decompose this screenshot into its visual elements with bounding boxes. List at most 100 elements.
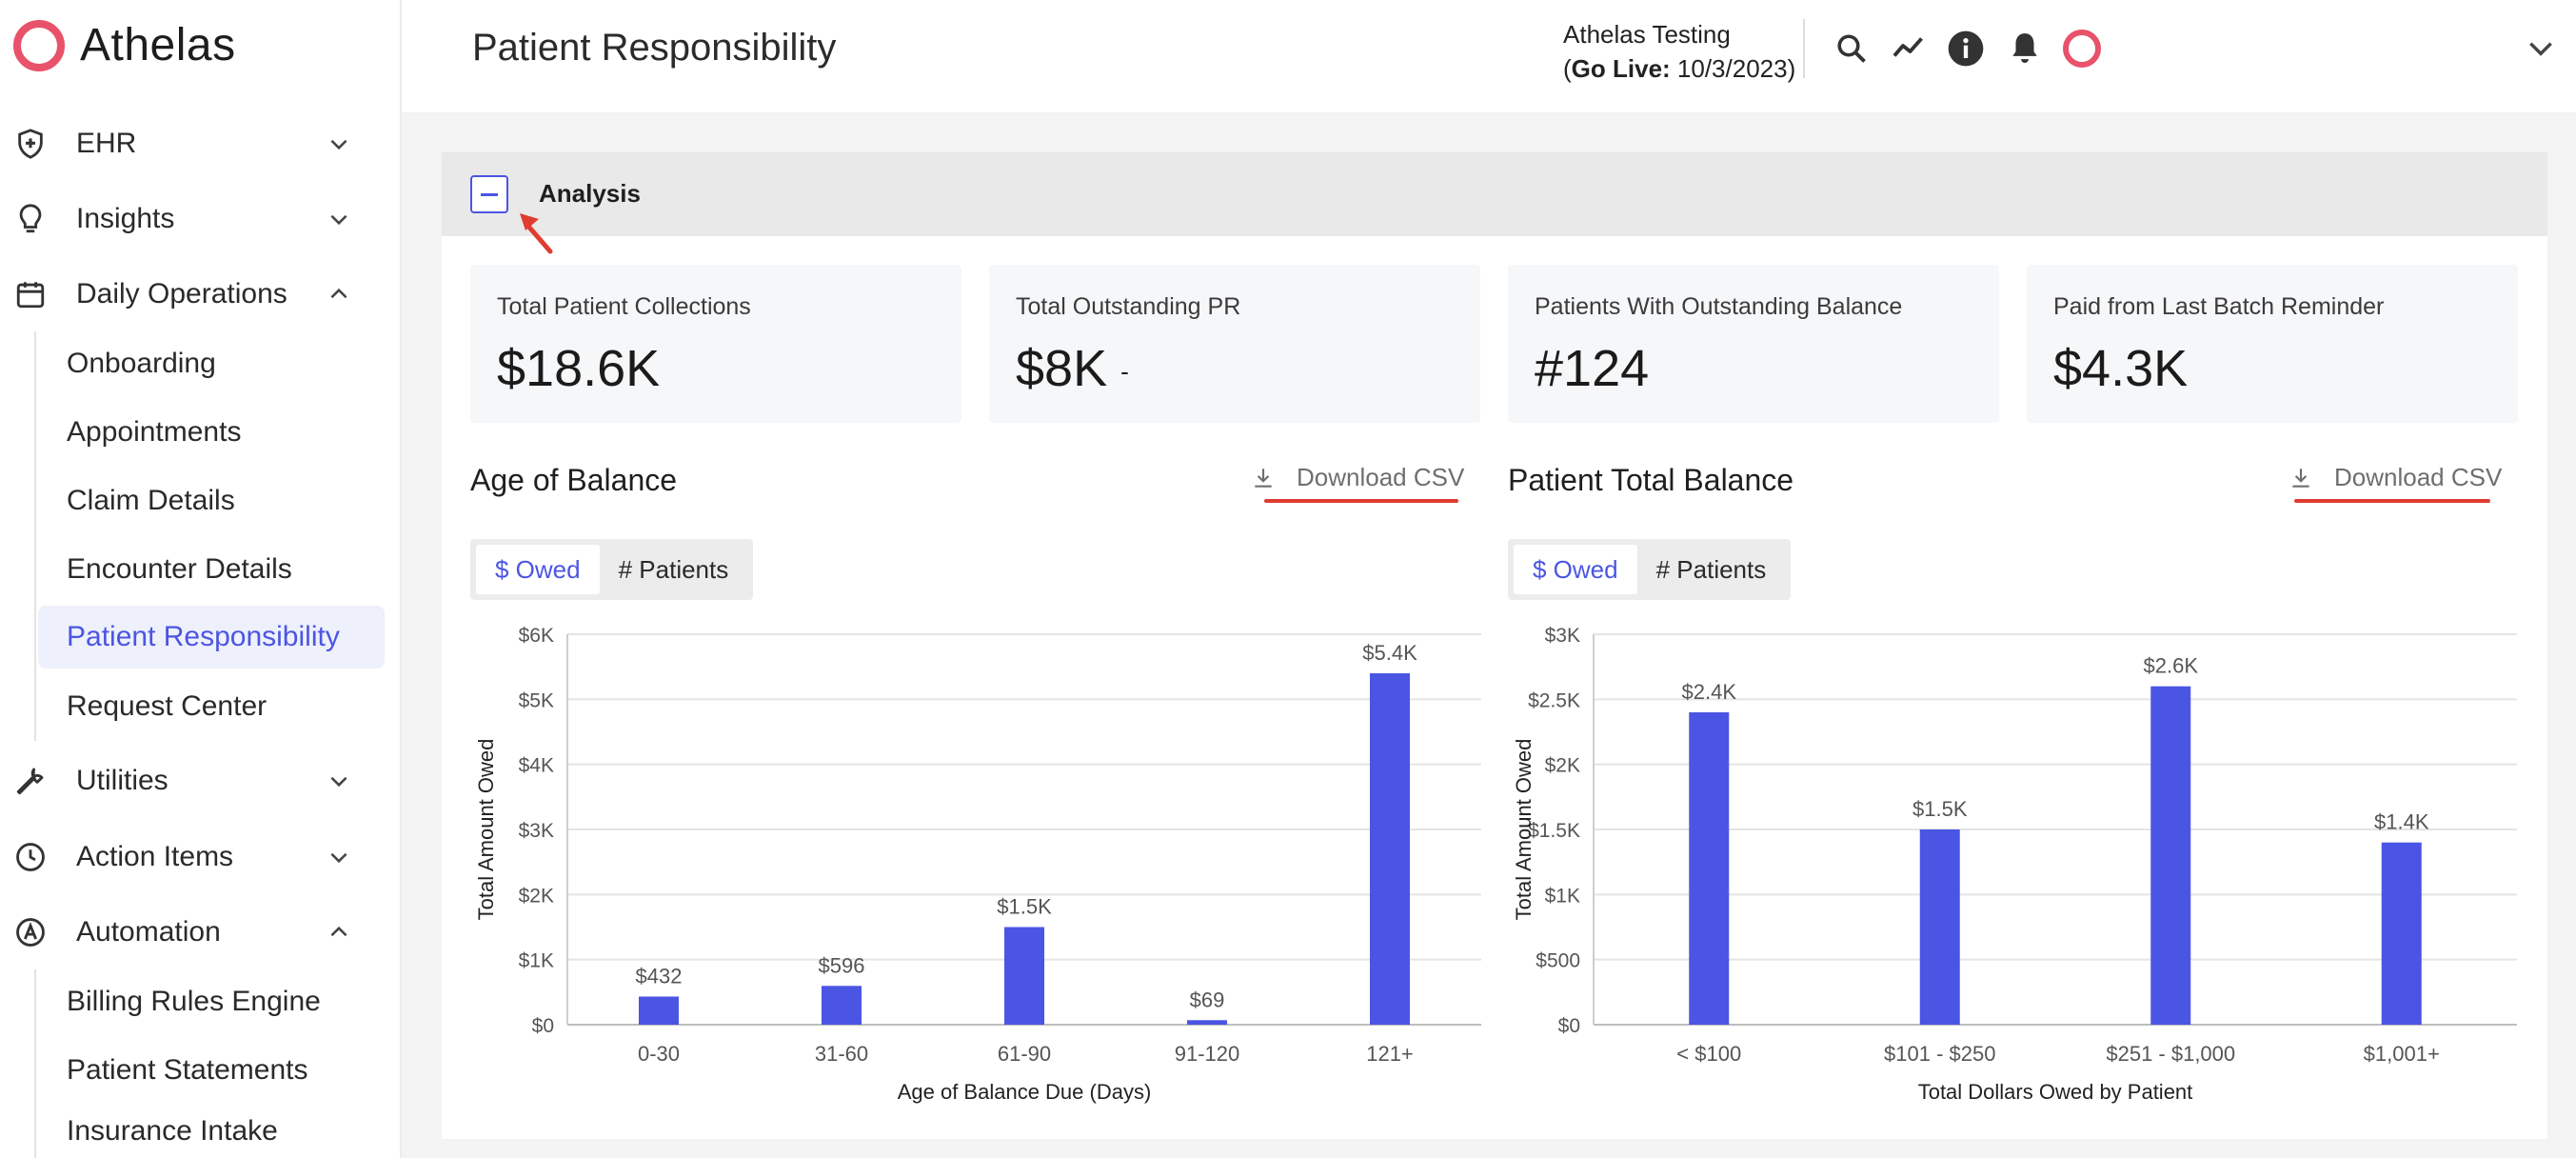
kpi-card-total-outstanding-pr: Total Outstanding PR $8K - — [989, 265, 1480, 423]
sidebar-item-insurance-intake[interactable]: Insurance Intake — [67, 1115, 278, 1147]
top-bar: Patient Responsibility Athelas Testing (… — [402, 0, 2576, 112]
download-icon — [1251, 465, 1276, 491]
y-tick-label: $2K — [1545, 755, 1580, 777]
chevron-down-icon[interactable] — [2521, 29, 2561, 69]
y-tick-label: $3K — [519, 820, 554, 842]
sidebar-item-action-items[interactable]: Action Items — [0, 823, 402, 891]
annotation-underline — [2294, 499, 2490, 503]
sidebar-item-label: Automation — [76, 916, 221, 948]
sidebar-item-billing-rules-engine[interactable]: Billing Rules Engine — [67, 986, 321, 1017]
panel-title: Analysis — [539, 179, 641, 208]
data-label: $432 — [636, 964, 683, 988]
sidebar-item-request-center[interactable]: Request Center — [67, 690, 268, 722]
wrench-icon — [13, 764, 48, 798]
kpi-value: $18.6K — [497, 340, 661, 397]
kpi-value: $8K - — [1016, 340, 1129, 397]
x-axis-title: Total Dollars Owed by Patient — [1918, 1080, 2193, 1104]
sidebar-item-automation[interactable]: Automation — [0, 898, 402, 967]
header-divider — [1803, 19, 1805, 78]
sidebar-item-encounter-details[interactable]: Encounter Details — [67, 553, 292, 585]
sidebar-item-onboarding[interactable]: Onboarding — [67, 348, 216, 379]
toggle-patients[interactable]: # Patients — [1655, 554, 1767, 584]
minus-icon — [481, 192, 498, 196]
chevron-down-icon — [324, 129, 354, 159]
y-tick-label: $3K — [1545, 625, 1580, 647]
y-tick-label: $6K — [519, 625, 554, 647]
data-label: $5.4K — [1362, 641, 1417, 665]
sidebar-item-label: Utilities — [76, 765, 168, 796]
x-tick-label: 61-90 — [998, 1042, 1051, 1066]
x-tick-label: $1,001+ — [2364, 1042, 2440, 1066]
chevron-up-icon — [324, 279, 354, 309]
y-tick-label: $1.5K — [1528, 820, 1580, 842]
y-tick-label: $1K — [519, 950, 554, 972]
collapse-button[interactable] — [470, 175, 508, 213]
metric-toggle-patient-total-balance: $ Owed # Patients — [1508, 539, 1792, 600]
y-axis-title: Total Amount Owed — [1512, 739, 1536, 921]
sidebar-item-patient-responsibility[interactable]: Patient Responsibility — [38, 606, 385, 669]
brand-name: Athelas — [80, 20, 236, 70]
download-label: Download CSV — [1297, 463, 1465, 491]
search-icon[interactable] — [1832, 29, 1872, 69]
sidebar-item-daily-operations[interactable]: Daily Operations — [0, 260, 402, 329]
user-avatar-icon[interactable] — [2062, 29, 2102, 69]
x-tick-label: 121+ — [1366, 1042, 1414, 1066]
kpi-label: Total Patient Collections — [497, 293, 751, 320]
sidebar-item-utilities[interactable]: Utilities — [0, 747, 402, 815]
sidebar-item-label: Daily Operations — [76, 278, 287, 309]
analysis-panel-header: Analysis — [442, 152, 2547, 236]
subnav-divider — [34, 331, 36, 741]
bar — [1919, 829, 1960, 1025]
x-tick-label: $251 - $1,000 — [2106, 1042, 2235, 1066]
go-live-label: Go Live: — [1571, 54, 1671, 83]
athelas-ring-icon — [13, 19, 65, 71]
chevron-down-icon — [324, 766, 354, 796]
go-live-info: (Go Live: 10/3/2023) — [1563, 54, 1796, 83]
y-tick-label: $5K — [519, 689, 554, 711]
toggle-owed[interactable]: $ Owed — [1514, 545, 1637, 594]
brand-logo[interactable]: Athelas — [13, 19, 236, 71]
kpi-value: #124 — [1535, 340, 1650, 397]
kpi-label: Paid from Last Batch Reminder — [2053, 293, 2385, 320]
sidebar: Athelas EHR Insights Daily Operations On… — [0, 0, 402, 1158]
chevron-down-icon — [324, 204, 354, 234]
bar — [1370, 673, 1410, 1025]
x-tick-label: $101 - $250 — [1884, 1042, 1995, 1066]
sidebar-item-label: EHR — [76, 128, 137, 159]
lightbulb-icon — [13, 202, 48, 236]
y-axis-title: Total Amount Owed — [474, 739, 498, 921]
bar — [1004, 927, 1044, 1025]
toggle-patients[interactable]: # Patients — [618, 554, 729, 584]
sidebar-item-ehr[interactable]: EHR — [0, 110, 402, 178]
download-csv-patient-total-balance[interactable]: Download CSV — [2289, 463, 2502, 492]
download-csv-age-of-balance[interactable]: Download CSV — [1251, 463, 1464, 492]
bar — [2381, 842, 2422, 1025]
data-label: $1.5K — [997, 895, 1052, 919]
info-icon[interactable] — [1946, 29, 1986, 69]
y-tick-label: $4K — [519, 755, 554, 777]
y-tick-label: $2K — [519, 885, 554, 907]
x-tick-label: 91-120 — [1175, 1042, 1240, 1066]
patient-total-balance-chart: $0 $500 $1K $1.5K $2K $2.5K $3K $2.4K < $100 $1.5… — [1512, 625, 2517, 1104]
x-tick-label: < $100 — [1676, 1042, 1741, 1066]
x-tick-label: 31-60 — [815, 1042, 868, 1066]
bell-icon[interactable] — [2005, 29, 2045, 69]
sidebar-item-claim-details[interactable]: Claim Details — [67, 485, 235, 516]
automation-icon — [13, 915, 48, 949]
sidebar-item-insights[interactable]: Insights — [0, 185, 402, 253]
kpi-card-paid-from-last-batch-reminder: Paid from Last Batch Reminder $4.3K — [2027, 265, 2518, 423]
x-axis-title: Age of Balance Due (Days) — [898, 1080, 1152, 1104]
data-label: $2.6K — [2144, 654, 2199, 678]
data-label: $1.5K — [1912, 797, 1968, 821]
sidebar-item-label: Action Items — [76, 841, 234, 872]
trend-icon[interactable] — [1889, 29, 1929, 69]
toggle-owed[interactable]: $ Owed — [476, 545, 600, 594]
sidebar-item-appointments[interactable]: Appointments — [67, 416, 242, 448]
age-of-balance-chart: $0 $1K $2K $3K $4K $5K $6K $432 0-30 $596 31-60 $1.… — [474, 625, 1481, 1104]
annotation-underline — [1264, 499, 1458, 503]
bar — [822, 986, 862, 1025]
data-label: $596 — [819, 953, 865, 977]
sidebar-item-patient-statements[interactable]: Patient Statements — [67, 1054, 308, 1086]
y-tick-label: $1K — [1545, 885, 1580, 907]
data-label: $2.4K — [1682, 680, 1737, 704]
